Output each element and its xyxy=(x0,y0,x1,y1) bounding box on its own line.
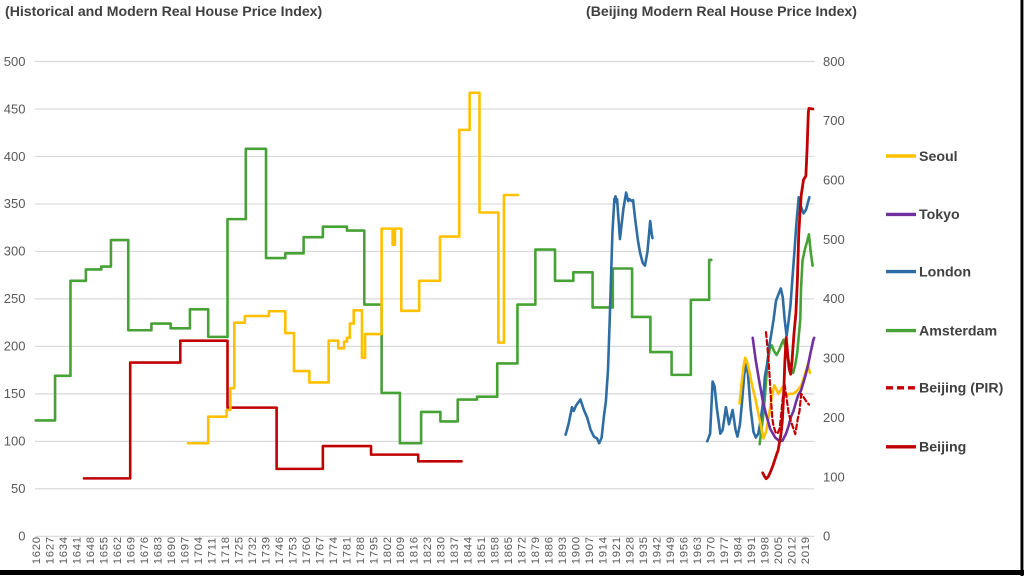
svg-text:1774: 1774 xyxy=(328,536,340,564)
svg-text:1963: 1963 xyxy=(692,536,704,564)
svg-text:1900: 1900 xyxy=(571,536,583,564)
svg-text:1620: 1620 xyxy=(31,536,43,564)
svg-text:1886: 1886 xyxy=(544,536,556,564)
svg-text:1984: 1984 xyxy=(732,536,744,564)
svg-text:1788: 1788 xyxy=(355,536,367,564)
svg-text:Tokyo: Tokyo xyxy=(919,207,960,223)
svg-text:1956: 1956 xyxy=(678,536,690,564)
svg-text:250: 250 xyxy=(4,291,26,306)
svg-text:1767: 1767 xyxy=(314,536,326,564)
svg-text:2019: 2019 xyxy=(800,536,812,564)
svg-text:1872: 1872 xyxy=(517,536,529,564)
svg-text:1851: 1851 xyxy=(476,536,488,564)
svg-text:1837: 1837 xyxy=(449,536,461,564)
svg-text:1690: 1690 xyxy=(166,536,178,564)
svg-text:700: 700 xyxy=(823,113,845,128)
svg-text:1949: 1949 xyxy=(665,536,677,564)
svg-text:1858: 1858 xyxy=(490,536,502,564)
svg-text:(Beijing Modern Real House Pri: (Beijing Modern Real House Price Index) xyxy=(586,3,857,19)
svg-text:0: 0 xyxy=(18,529,25,544)
svg-text:(Historical and Modern Real Ho: (Historical and Modern Real House Price … xyxy=(5,3,322,19)
svg-text:Beijing (PIR): Beijing (PIR) xyxy=(919,381,1004,397)
svg-text:1935: 1935 xyxy=(638,536,650,564)
svg-text:1746: 1746 xyxy=(274,536,286,564)
svg-text:400: 400 xyxy=(823,291,845,306)
svg-text:500: 500 xyxy=(823,232,845,247)
svg-text:1711: 1711 xyxy=(206,537,218,564)
svg-text:0: 0 xyxy=(823,529,830,544)
svg-text:150: 150 xyxy=(4,386,26,401)
svg-text:London: London xyxy=(919,264,971,280)
svg-text:1655: 1655 xyxy=(99,536,111,564)
svg-text:1970: 1970 xyxy=(705,536,717,564)
svg-text:1753: 1753 xyxy=(287,536,299,564)
svg-text:1802: 1802 xyxy=(382,536,394,564)
svg-text:1914: 1914 xyxy=(598,536,610,564)
svg-text:400: 400 xyxy=(4,149,26,164)
svg-text:200: 200 xyxy=(823,410,845,425)
svg-text:800: 800 xyxy=(823,54,845,69)
svg-text:350: 350 xyxy=(4,196,26,211)
svg-text:1893: 1893 xyxy=(557,536,569,564)
svg-text:200: 200 xyxy=(4,339,26,354)
svg-text:1865: 1865 xyxy=(503,536,515,564)
svg-text:1683: 1683 xyxy=(152,536,164,564)
svg-text:600: 600 xyxy=(823,173,845,188)
svg-text:Beijing: Beijing xyxy=(919,440,966,456)
svg-text:1879: 1879 xyxy=(530,536,542,564)
svg-text:1921: 1921 xyxy=(611,536,623,564)
svg-text:1977: 1977 xyxy=(719,536,731,564)
svg-text:Seoul: Seoul xyxy=(919,149,958,165)
svg-text:1816: 1816 xyxy=(409,536,421,564)
svg-text:1676: 1676 xyxy=(139,536,151,564)
svg-text:100: 100 xyxy=(4,434,26,449)
svg-text:1627: 1627 xyxy=(45,536,57,564)
svg-text:1641: 1641 xyxy=(72,536,84,564)
svg-text:50: 50 xyxy=(11,481,25,496)
svg-text:100: 100 xyxy=(823,469,845,484)
svg-text:1669: 1669 xyxy=(126,536,138,564)
svg-text:1648: 1648 xyxy=(85,536,97,564)
svg-text:1704: 1704 xyxy=(193,536,205,564)
svg-text:1739: 1739 xyxy=(260,536,272,564)
svg-text:1942: 1942 xyxy=(651,536,663,564)
svg-text:1697: 1697 xyxy=(179,536,191,564)
svg-text:1732: 1732 xyxy=(247,536,259,564)
svg-text:1795: 1795 xyxy=(368,536,380,564)
svg-text:2005: 2005 xyxy=(773,536,785,564)
svg-text:1928: 1928 xyxy=(624,536,636,564)
svg-text:1718: 1718 xyxy=(220,536,232,564)
svg-text:2012: 2012 xyxy=(786,536,798,564)
svg-text:1662: 1662 xyxy=(112,536,124,564)
svg-text:500: 500 xyxy=(4,54,26,69)
svg-text:300: 300 xyxy=(4,244,26,259)
svg-text:1809: 1809 xyxy=(395,536,407,564)
svg-text:Amsterdam: Amsterdam xyxy=(919,323,997,339)
svg-text:1823: 1823 xyxy=(422,536,434,564)
svg-text:1907: 1907 xyxy=(584,536,596,564)
svg-text:1760: 1760 xyxy=(301,536,313,564)
svg-text:1830: 1830 xyxy=(436,536,448,564)
svg-text:1998: 1998 xyxy=(759,536,771,564)
svg-text:1634: 1634 xyxy=(58,536,70,564)
svg-text:1844: 1844 xyxy=(463,536,475,564)
svg-text:1991: 1991 xyxy=(746,536,758,564)
svg-text:1725: 1725 xyxy=(233,536,245,564)
svg-text:450: 450 xyxy=(4,101,26,116)
svg-text:300: 300 xyxy=(823,351,845,366)
svg-text:1781: 1781 xyxy=(341,536,353,564)
